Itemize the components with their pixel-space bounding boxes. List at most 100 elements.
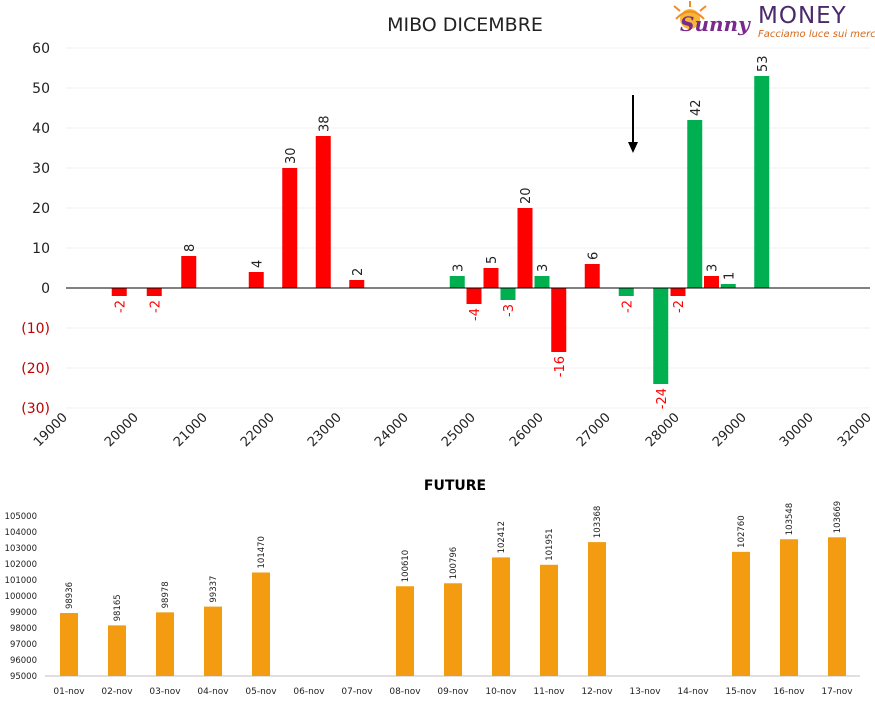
options-data-label: -16 bbox=[553, 356, 568, 377]
options-data-label: 6 bbox=[586, 252, 601, 260]
down-arrow-icon bbox=[628, 95, 638, 153]
future-data-label: 100796 bbox=[449, 547, 459, 579]
options-bar bbox=[483, 268, 499, 288]
options-x-tick-label: 21000 bbox=[171, 410, 211, 450]
options-data-label: -2 bbox=[148, 300, 163, 313]
future-data-label: 98165 bbox=[113, 594, 123, 621]
options-data-label: 4 bbox=[250, 260, 265, 268]
future-x-tick-label: 13-nov bbox=[629, 687, 661, 697]
options-data-label: 20 bbox=[519, 187, 534, 204]
options-bar bbox=[618, 288, 634, 296]
future-bar bbox=[828, 537, 846, 676]
options-x-tick-label: 26000 bbox=[507, 410, 547, 450]
options-data-label: 3 bbox=[536, 264, 551, 272]
options-bar bbox=[449, 276, 465, 288]
options-bar bbox=[111, 288, 127, 296]
options-y-tick-label: 20 bbox=[32, 201, 50, 217]
future-x-axis: 01-nov 02-nov 03-nov 04-nov 05-nov 06-nov 07-n… bbox=[53, 687, 853, 697]
options-bar bbox=[181, 256, 197, 288]
options-bar bbox=[551, 288, 567, 352]
future-data-label: 103548 bbox=[785, 503, 795, 535]
logo: Sunny MONEY Facciamo luce sui mercati bbox=[673, 1, 875, 40]
future-data-label: 103669 bbox=[833, 501, 843, 533]
options-x-tick-label: 30000 bbox=[777, 410, 817, 450]
options-x-tick-label: 20000 bbox=[102, 410, 142, 450]
future-x-tick-label: 16-nov bbox=[773, 687, 805, 697]
future-chart: FUTURE 105000 104000 103000 102000 101000 100… bbox=[5, 478, 860, 697]
future-data-label: 102412 bbox=[497, 521, 507, 553]
options-bar bbox=[670, 288, 686, 296]
sun-icon bbox=[673, 1, 707, 29]
options-x-tick-label: 22000 bbox=[238, 410, 278, 450]
options-x-tick-label: 25000 bbox=[439, 410, 479, 450]
options-y-tick-label: (10) bbox=[21, 321, 50, 337]
future-bar bbox=[156, 612, 174, 676]
future-data-label: 98936 bbox=[65, 582, 75, 609]
options-y-tick-label: 30 bbox=[32, 161, 50, 177]
future-y-tick-label: 100000 bbox=[5, 592, 37, 602]
options-bar bbox=[349, 280, 365, 288]
options-y-tick-label: 40 bbox=[32, 121, 50, 137]
options-data-label: 38 bbox=[317, 115, 332, 132]
options-gridlines bbox=[66, 47, 870, 409]
options-data-label: 2 bbox=[351, 268, 366, 276]
options-bar bbox=[687, 120, 703, 288]
options-bar bbox=[534, 276, 550, 288]
future-x-tick-label: 12-nov bbox=[581, 687, 613, 697]
future-y-tick-label: 96000 bbox=[10, 656, 37, 666]
options-data-label: -2 bbox=[620, 300, 635, 313]
options-y-axis: 60 50 40 30 20 10 0 (10) (20) (30) bbox=[21, 41, 50, 417]
future-bar bbox=[540, 564, 558, 676]
future-x-tick-label: 01-nov bbox=[53, 687, 85, 697]
options-x-tick-label: 23000 bbox=[305, 410, 345, 450]
options-bar bbox=[500, 288, 516, 300]
future-x-tick-label: 14-nov bbox=[677, 687, 709, 697]
future-data-label: 101470 bbox=[257, 536, 267, 568]
options-bar bbox=[704, 276, 719, 288]
options-y-tick-label: (20) bbox=[21, 361, 50, 377]
options-data-label: -3 bbox=[502, 304, 517, 317]
options-data-label: 1 bbox=[722, 272, 737, 280]
future-x-tick-label: 03-nov bbox=[149, 687, 181, 697]
future-data-label: 100610 bbox=[401, 550, 411, 582]
options-y-tick-label: 50 bbox=[32, 81, 50, 97]
future-y-axis: 105000 104000 103000 102000 101000 100000 9900… bbox=[5, 512, 37, 682]
future-y-tick-label: 102000 bbox=[5, 560, 37, 570]
future-bar bbox=[204, 606, 222, 676]
options-x-tick-label: 28000 bbox=[643, 410, 683, 450]
options-data-label: -4 bbox=[468, 308, 483, 321]
options-data-label: -2 bbox=[113, 300, 128, 313]
future-x-tick-label: 07-nov bbox=[341, 687, 373, 697]
options-chart-title: MIBO DICEMBRE bbox=[387, 14, 543, 36]
options-bar bbox=[720, 284, 736, 288]
future-bar bbox=[780, 539, 798, 676]
future-y-tick-label: 98000 bbox=[10, 624, 37, 634]
future-x-tick-label: 05-nov bbox=[245, 687, 277, 697]
future-y-tick-label: 103000 bbox=[5, 544, 37, 554]
future-x-tick-label: 09-nov bbox=[437, 687, 469, 697]
future-x-tick-label: 04-nov bbox=[197, 687, 229, 697]
options-x-tick-label: 32000 bbox=[835, 410, 875, 450]
future-bar bbox=[492, 557, 510, 676]
future-y-tick-label: 101000 bbox=[5, 576, 37, 586]
options-y-tick-label: 60 bbox=[32, 41, 50, 57]
future-y-tick-label: 105000 bbox=[5, 512, 37, 522]
options-bar bbox=[315, 136, 331, 288]
future-x-tick-label: 02-nov bbox=[101, 687, 133, 697]
options-bar bbox=[584, 264, 600, 288]
options-bar bbox=[754, 76, 770, 288]
options-data-label: 53 bbox=[756, 55, 771, 72]
options-data-label: 8 bbox=[183, 244, 198, 252]
future-bar bbox=[588, 542, 606, 676]
options-data-label: 3 bbox=[706, 264, 721, 272]
future-bar bbox=[732, 551, 750, 676]
options-data-label: 42 bbox=[689, 99, 704, 116]
options-bar bbox=[653, 288, 669, 384]
future-bar bbox=[444, 583, 462, 676]
future-x-tick-label: 17-nov bbox=[821, 687, 853, 697]
logo-brand-script: Sunny bbox=[680, 12, 751, 36]
future-bar bbox=[396, 586, 414, 676]
future-y-tick-label: 104000 bbox=[5, 528, 37, 538]
